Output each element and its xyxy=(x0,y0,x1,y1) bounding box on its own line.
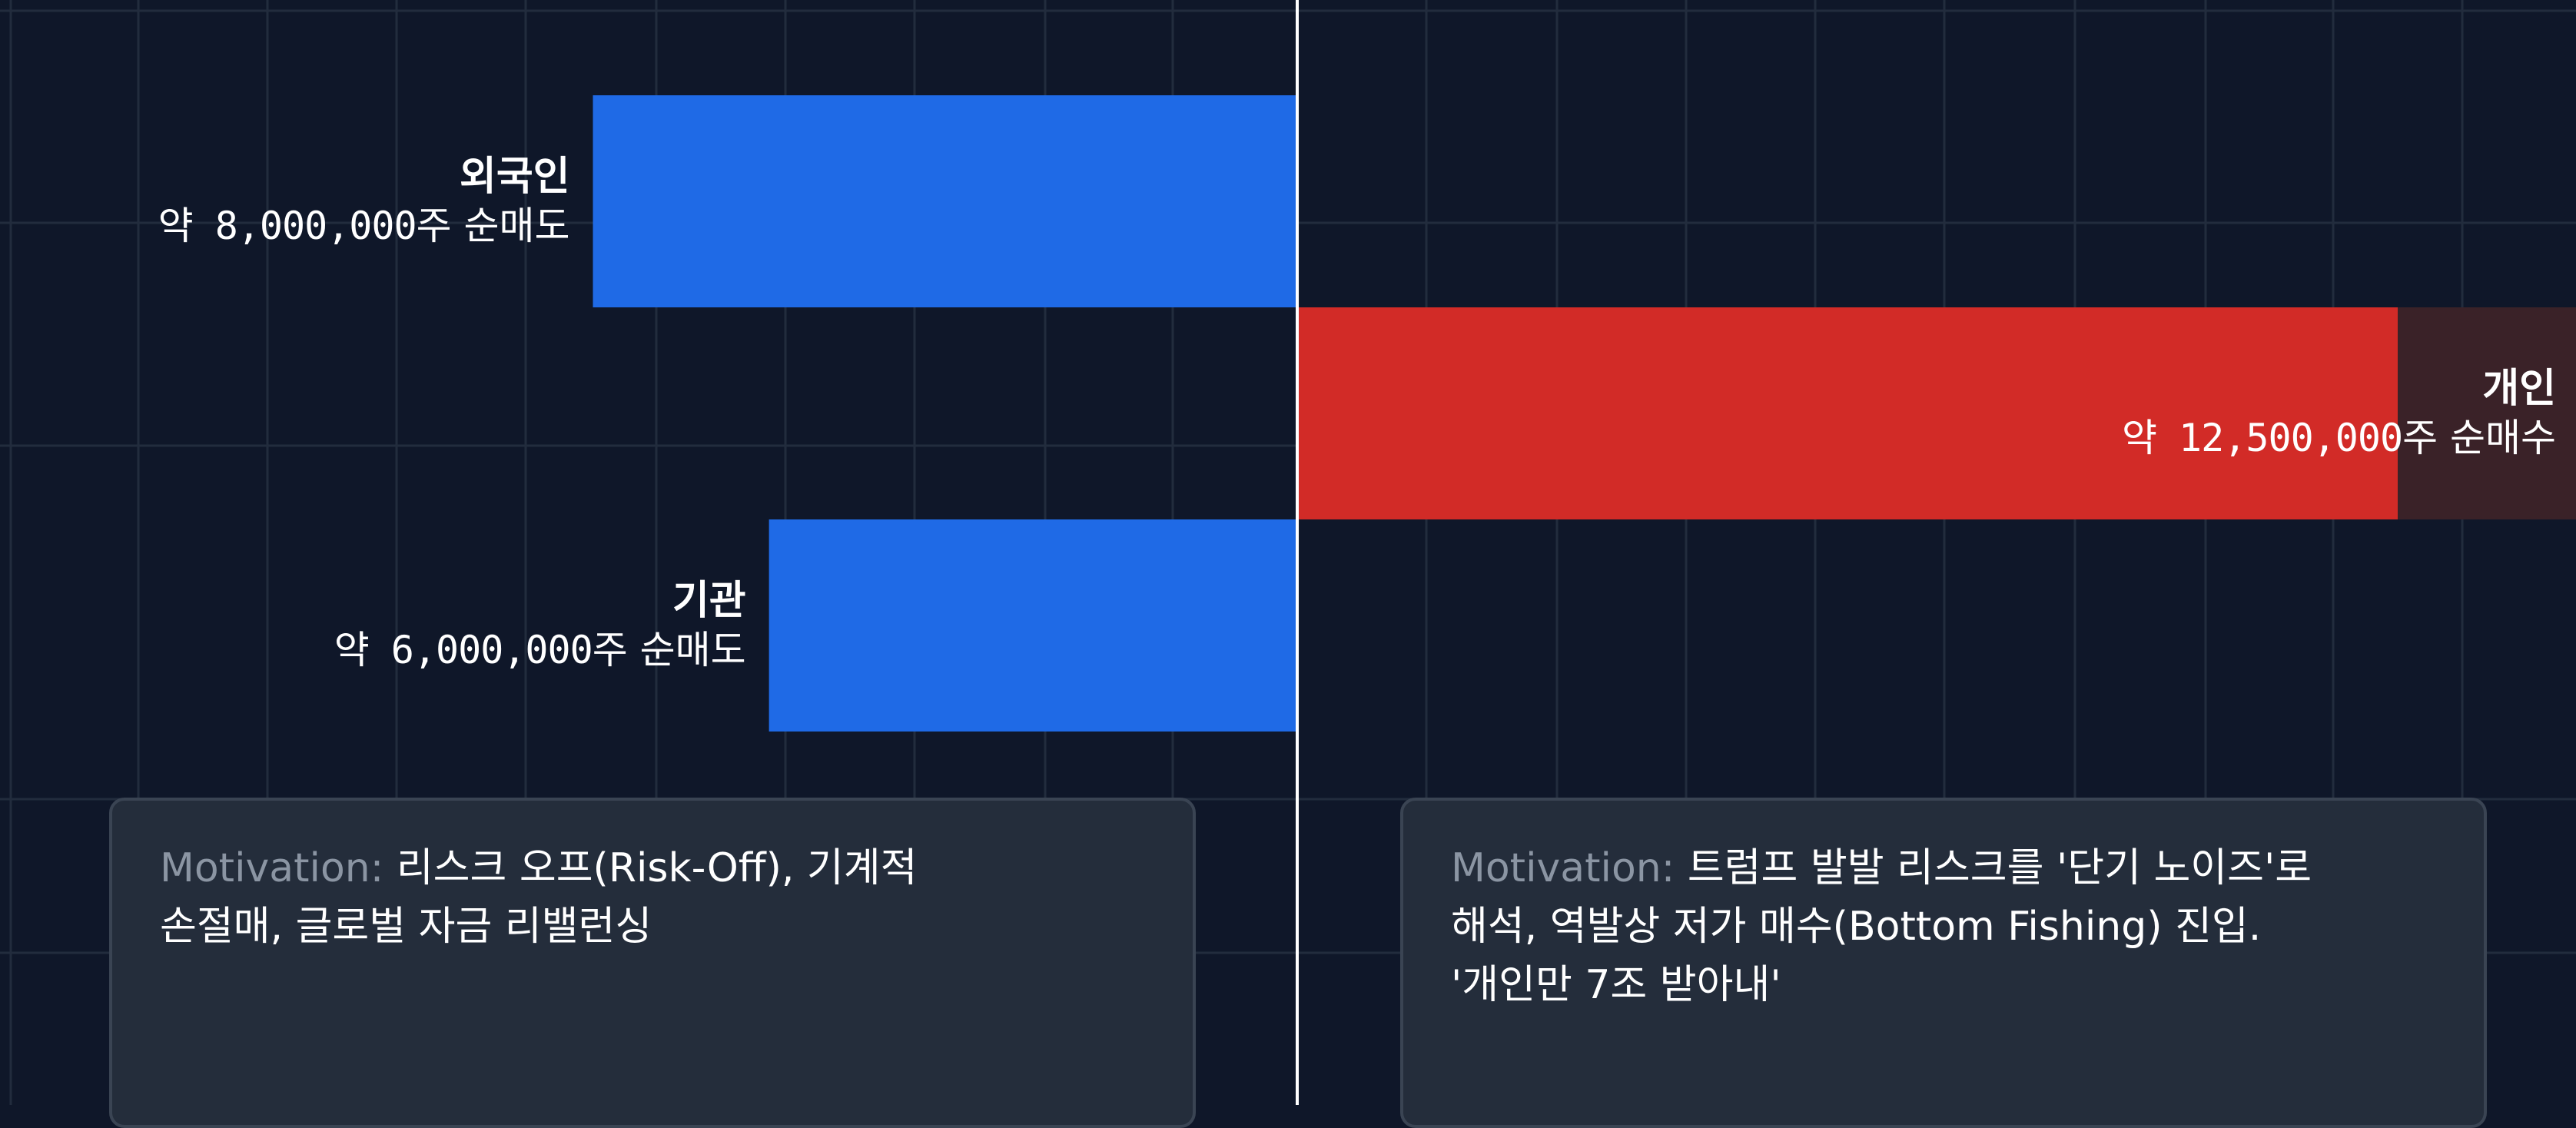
motivation-text-line: 트럼프 발발 리스크를 '단기 노이즈'로 xyxy=(1687,845,2312,891)
bar xyxy=(768,519,1297,732)
bar-label-name: 기관 xyxy=(672,578,746,624)
motivation-text-line: '개인만 7조 받아내' xyxy=(1451,962,1781,1008)
bar-label-value: 약 12,500,000주 순매수 xyxy=(2122,413,2556,463)
motivation-prefix: Motivation: xyxy=(1451,845,1675,891)
motivation-text-line: 손절매, 글로벌 자금 리밸런싱 xyxy=(160,904,652,950)
bar-label-number: 약 8,000,000 xyxy=(158,204,417,248)
bar xyxy=(593,95,1297,307)
motivation-prefix: Motivation: xyxy=(160,845,384,891)
bar-label-unit: 주 순매수 xyxy=(2402,416,2556,460)
bar-label: 기관 약 6,000,000주 순매도 xyxy=(334,576,746,675)
motivation-box-sellers: Motivation: 리스크 오프(Risk-Off), 기계적 손절매, 글… xyxy=(109,798,1196,1128)
motivation-text-line: 리스크 오프(Risk-Off), 기계적 xyxy=(396,845,918,891)
bar-label-number: 약 6,000,000 xyxy=(334,628,593,672)
bar-label-value: 약 6,000,000주 순매도 xyxy=(334,625,746,675)
motivation-text-line: 해석, 역발상 저가 매수(Bottom Fishing) 진입. xyxy=(1451,904,2262,950)
bar-label-shade xyxy=(2398,307,2576,519)
bar-label-unit: 주 순매도 xyxy=(592,628,746,672)
bar-label-value: 약 8,000,000주 순매도 xyxy=(158,201,570,250)
bar-label-name: 개인 xyxy=(2482,366,2556,412)
bars xyxy=(593,95,2576,732)
bar xyxy=(1297,307,2398,519)
bar-label: 외국인 약 8,000,000주 순매도 xyxy=(158,152,570,250)
bar-label: 개인 약 12,500,000주 순매수 xyxy=(2122,364,2556,463)
bar-label-unit: 주 순매도 xyxy=(416,204,570,248)
bar-label-name: 외국인 xyxy=(460,154,570,200)
motivation-box-buyers: Motivation: 트럼프 발발 리스크를 '단기 노이즈'로 해석, 역발… xyxy=(1400,798,2487,1128)
bar-label-number: 약 12,500,000 xyxy=(2121,416,2403,460)
